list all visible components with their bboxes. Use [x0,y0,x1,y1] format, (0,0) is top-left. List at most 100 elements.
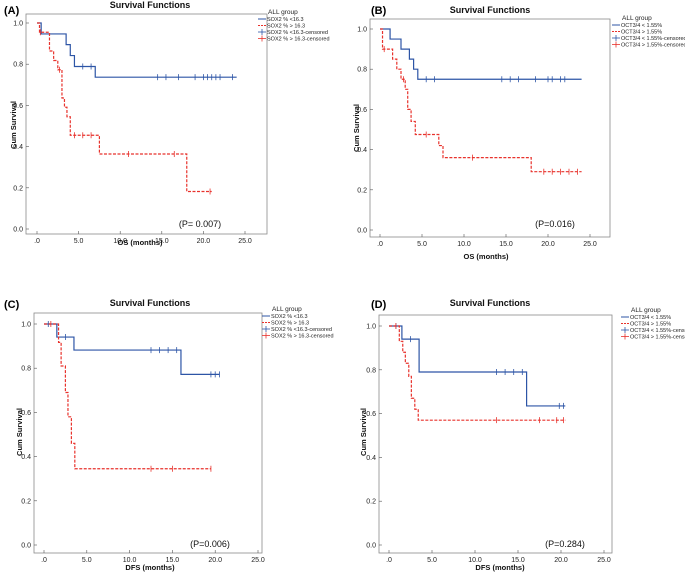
x-tick-label: .0 [377,241,383,248]
legend-entry: OCT3/4 < 1.55% [630,315,671,321]
survival-curve-low [389,325,566,407]
y-tick-label: 1.0 [357,27,367,34]
x-tick-label: 10.0 [468,557,482,564]
p-value: (P= 0.007) [179,219,221,229]
plot-frame [378,314,613,554]
x-tick-label: 15.0 [499,241,513,248]
y-tick-label: 0.4 [366,455,376,462]
y-tick-label: 0.2 [13,185,23,192]
y-tick-label: 0.4 [357,147,367,154]
y-axis-label: Cum Survival [9,101,18,149]
legend-entry: OCT3/4 > 1.55% [630,322,671,328]
chart-title: Survival Functions [110,298,191,308]
plot-frame [33,312,263,554]
y-axis-label: Cum Survival [359,408,368,456]
legend-title: ALL group [268,9,298,16]
x-axis-label: OS (months) [118,238,163,247]
x-tick-label: 10.0 [113,238,127,245]
panel-label: (C) [4,299,20,311]
legend-entry: SOX2 % > 16.3-censored [267,37,330,43]
y-tick-label: 0.6 [366,411,376,418]
legend-entry: OCT3/4 > 1.55% [621,30,662,36]
chart-panel-4: (D) Survival Functions 0.0 0.2 0.4 0.6 0.8 1.0.… [359,298,685,572]
panel-label: (A) [4,5,20,17]
x-tick-label: 20.0 [554,557,568,564]
legend-title: ALL group [631,307,661,314]
chart-title: Survival Functions [450,298,531,308]
x-tick-label: 25.0 [238,238,252,245]
p-value: (P=0.006) [190,539,230,549]
legend-entry: SOX2 % > 16.3-censored [271,334,334,340]
legend-entry: SOX2 % <16.3-censored [267,30,328,36]
y-tick-label: 0.0 [13,227,23,234]
chart-panel-1: (A) Survival Functions 0.0 0.2 0.4 0.6 0.8 1.0.… [4,0,330,247]
y-axis-label: Cum Survival [15,408,24,456]
y-tick-label: 1.0 [21,322,31,329]
legend-title: ALL group [622,15,652,22]
y-tick-label: 0.0 [21,543,31,550]
survival-curve-low [37,22,237,78]
x-tick-label: 5.0 [74,238,84,245]
legend-entry: OCT3/4 > 1.55%-censored [621,43,685,49]
survival-curve-high [44,323,211,470]
y-tick-label: 0.0 [366,543,376,550]
legend-entry: SOX2 % > 16.3 [271,321,309,327]
legend-title: ALL group [272,306,302,313]
x-tick-label: 5.0 [427,557,437,564]
legend-entry: OCT3/4 < 1.55%-censored [621,36,685,42]
legend-entry: OCT3/4 < 1.55% [621,23,662,29]
legend-entry: OCT3/4 > 1.55%-censored [630,335,685,341]
y-tick-label: 0.6 [357,107,367,114]
x-tick-label: .0 [34,238,40,245]
legend-entry: SOX2 % <16.3-censored [271,327,332,333]
y-tick-label: 0.2 [366,499,376,506]
panel-label: (B) [371,5,387,17]
legend-entry: SOX2 % > 16.3 [267,24,305,30]
x-tick-label: 20.0 [541,241,555,248]
y-tick-label: 0.8 [21,366,31,373]
y-tick-label: 0.0 [357,228,367,235]
survival-curve-high [37,22,212,193]
x-tick-label: 10.0 [457,241,471,248]
legend-entry: OCT3/4 < 1.55%-censored [630,328,685,334]
x-tick-label: 15.0 [155,238,169,245]
x-tick-label: 20.0 [208,557,222,564]
y-tick-label: 0.8 [357,67,367,74]
y-tick-label: 0.4 [13,144,23,151]
x-axis-label: DFS (months) [125,563,175,572]
chart-title: Survival Functions [110,0,191,10]
x-tick-label: 25.0 [583,241,597,248]
survival-curve-high [389,325,566,421]
x-tick-label: 5.0 [417,241,427,248]
x-tick-label: 15.0 [511,557,525,564]
y-tick-label: 1.0 [366,324,376,331]
panel-label: (D) [371,299,387,311]
x-tick-label: 25.0 [597,557,611,564]
chart-title: Survival Functions [450,5,531,15]
legend-entry: SOX2 % <16.3 [267,17,304,23]
y-tick-label: 0.2 [357,187,367,194]
y-tick-label: 1.0 [13,21,23,28]
x-tick-label: .0 [386,557,392,564]
y-tick-label: 0.8 [366,367,376,374]
chart-panel-2: (B) Survival Functions 0.0 0.2 0.4 0.6 0.8 1.0.… [352,5,685,261]
survival-curve-low [44,323,220,375]
legend-entry: SOX2 % <16.3 [271,314,308,320]
y-tick-label: 0.8 [13,62,23,69]
plot-frame [25,13,268,235]
x-axis-label: DFS (months) [475,563,525,572]
x-tick-label: .0 [41,557,47,564]
y-tick-label: 0.6 [13,103,23,110]
x-axis-label: OS (months) [464,252,509,261]
y-axis-label: Cum Survival [352,104,361,152]
p-value: (P=0.016) [535,219,575,229]
y-tick-label: 0.6 [21,410,31,417]
x-tick-label: 10.0 [123,557,137,564]
y-tick-label: 0.2 [21,498,31,505]
chart-panel-3: (C) Survival Functions 0.0 0.2 0.4 0.6 0.8 1.0.… [4,298,334,572]
